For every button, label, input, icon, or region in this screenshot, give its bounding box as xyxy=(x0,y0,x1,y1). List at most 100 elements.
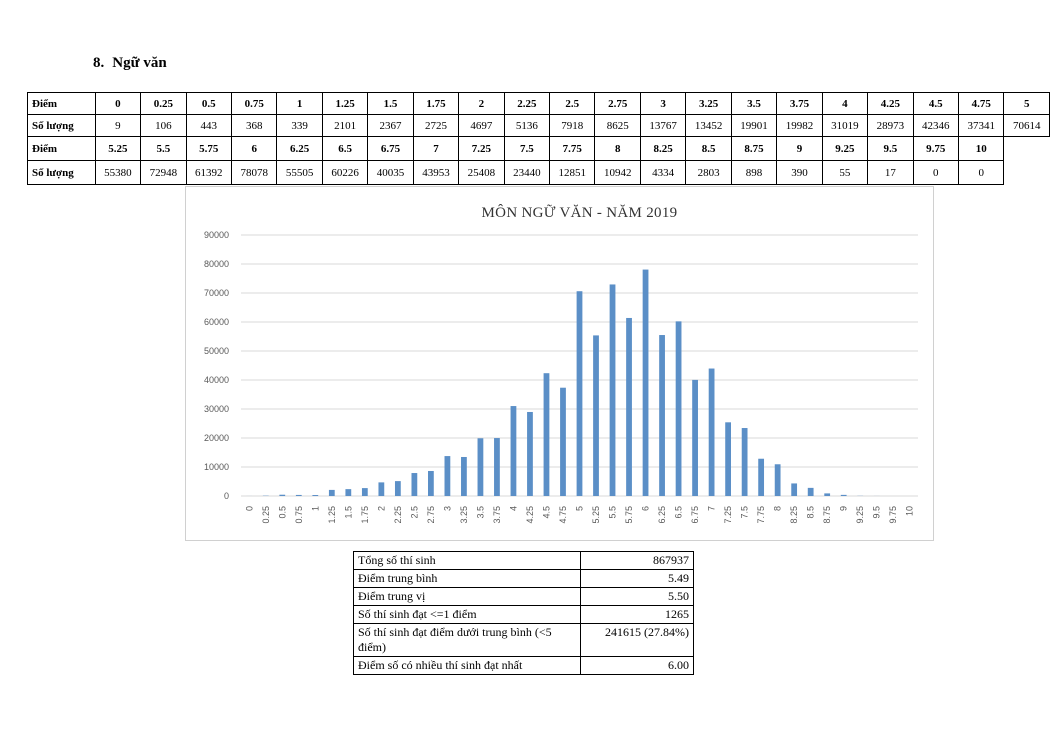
table-cell: 3.5 xyxy=(730,92,778,115)
x-tick-label: 5.5 xyxy=(608,506,618,519)
stat-label: Điểm số có nhiều thí sinh đạt nhất xyxy=(353,656,581,675)
x-tick-label: 7 xyxy=(707,506,717,511)
section-number: 8. xyxy=(93,55,105,71)
table-cell: 4.75 xyxy=(957,92,1005,115)
table-cell: 12851 xyxy=(549,160,596,185)
bar xyxy=(444,456,451,496)
table-cell: 7.25 xyxy=(458,136,505,161)
table-cell: 1.25 xyxy=(321,92,369,115)
x-tick-label: 9.5 xyxy=(872,506,882,519)
x-tick-label: 7.5 xyxy=(740,506,750,519)
bar xyxy=(741,428,748,496)
bar xyxy=(328,489,335,496)
count-row: Số lượng 9 106 443 368 339 2101 2367 2725 4697 513… xyxy=(27,114,1050,137)
stat-value: 6.00 xyxy=(580,656,694,675)
bar xyxy=(543,373,550,496)
table-cell: 37341 xyxy=(957,114,1005,137)
x-tick-label: 9.25 xyxy=(855,506,865,524)
count-row: Số lượng 55380 72948 61392 78078 55505 60226 40… xyxy=(27,160,1050,185)
table-cell: 1.75 xyxy=(412,92,460,115)
table-cell: 4.25 xyxy=(867,92,914,115)
table-cell: 368 xyxy=(230,114,278,137)
y-tick-label: 90000 xyxy=(204,230,229,240)
table-cell: 6 xyxy=(230,136,278,161)
table-cell: 19901 xyxy=(730,114,778,137)
table-cell: 25408 xyxy=(458,160,505,185)
table-cell: 4 xyxy=(821,92,869,115)
x-tick-label: 0.5 xyxy=(277,506,287,519)
table-cell: 2101 xyxy=(321,114,369,137)
stat-label: Số thí sinh đạt điểm dưới trung bình (<5… xyxy=(353,623,581,657)
table-cell: 6.25 xyxy=(276,136,323,161)
table-cell: 13767 xyxy=(639,114,687,137)
row-header: Số lượng xyxy=(27,114,96,137)
y-tick-label: 10000 xyxy=(204,462,229,472)
chart-title: MÔN NGỮ VĂN - NĂM 2019 xyxy=(482,204,678,221)
table-cell: 0.5 xyxy=(185,92,232,115)
table-cell: 9 xyxy=(776,136,823,161)
table-cell: 0 xyxy=(94,92,142,115)
bar xyxy=(692,379,698,496)
table-cell: 70614 xyxy=(1003,114,1050,137)
stat-value: 5.49 xyxy=(580,569,694,588)
y-tick-label: 0 xyxy=(224,491,229,501)
table-cell: 2.25 xyxy=(503,92,551,115)
table-cell: 3.75 xyxy=(776,92,823,115)
table-cell: 42346 xyxy=(912,114,959,137)
x-tick-label: 6.25 xyxy=(657,506,667,524)
score-row: Điểm 0 0.25 0.5 0.75 1 1.25 1.5 1.75 2 2.25 2.5 2.75… xyxy=(27,92,1050,115)
bar xyxy=(758,458,765,496)
table-cell: 19982 xyxy=(776,114,823,137)
table-cell: 4.5 xyxy=(912,92,959,115)
table-cell: 0.75 xyxy=(230,92,278,115)
x-tick-label: 1.5 xyxy=(343,506,353,519)
x-tick-label: 1.75 xyxy=(360,506,370,524)
bar xyxy=(675,321,682,496)
stat-row: Điểm trung bình 5.49 xyxy=(353,569,694,588)
bar xyxy=(494,438,500,496)
table-cell: 8.75 xyxy=(730,136,778,161)
y-tick-label: 50000 xyxy=(204,346,229,356)
table-cell: 7.75 xyxy=(549,136,596,161)
x-tick-label: 4.5 xyxy=(541,506,551,519)
x-tick-label: 1.25 xyxy=(327,506,337,524)
table-cell: 55380 xyxy=(94,160,142,185)
x-tick-label: 10 xyxy=(905,506,915,516)
table-cell: 31019 xyxy=(821,114,869,137)
y-tick-label: 40000 xyxy=(204,375,229,385)
table-cell: 1 xyxy=(276,92,323,115)
bar xyxy=(626,317,632,496)
table-cell: 2725 xyxy=(412,114,460,137)
x-tick-label: 1 xyxy=(310,506,320,511)
bar xyxy=(593,335,599,496)
bar xyxy=(461,456,467,496)
table-cell: 72948 xyxy=(140,160,187,185)
bar xyxy=(361,488,368,496)
table-cell: 28973 xyxy=(867,114,914,137)
bar xyxy=(378,482,385,496)
score-row: Điểm 5.25 5.5 5.75 6 6.25 6.5 6.75 7 7.25 7.5 7.75 8… xyxy=(27,136,1050,161)
y-tick-label: 80000 xyxy=(204,259,229,269)
y-tick-label: 20000 xyxy=(204,433,229,443)
bar xyxy=(840,494,847,496)
row-header: Điểm xyxy=(27,136,96,161)
table-cell: 23440 xyxy=(503,160,551,185)
table-cell: 2.75 xyxy=(594,92,641,115)
table-cell: 7.5 xyxy=(503,136,551,161)
stat-row: Điểm số có nhiều thí sinh đạt nhất 6.00 xyxy=(353,656,694,675)
bar xyxy=(791,483,798,496)
table-cell: 0 xyxy=(912,160,959,185)
empty-cell xyxy=(1004,137,1050,161)
x-tick-label: 0 xyxy=(244,506,254,511)
bar xyxy=(312,495,319,496)
table-cell: 3 xyxy=(639,92,687,115)
table-cell: 10 xyxy=(957,136,1005,161)
y-tick-label: 60000 xyxy=(204,317,229,327)
y-tick-label: 30000 xyxy=(204,404,229,414)
table-cell: 7 xyxy=(412,136,460,161)
bar xyxy=(411,473,418,496)
bar xyxy=(774,464,781,496)
table-cell: 55505 xyxy=(276,160,323,185)
table-cell: 10942 xyxy=(594,160,641,185)
x-tick-label: 8.25 xyxy=(789,506,799,524)
